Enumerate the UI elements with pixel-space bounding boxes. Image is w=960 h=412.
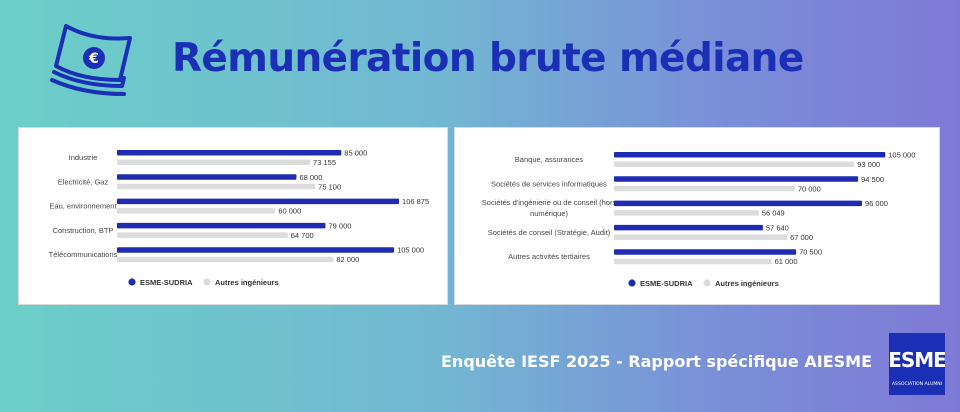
category-label: numérique) xyxy=(530,209,568,218)
legend-label: ESME-SUDRIA xyxy=(640,279,693,288)
data-label: 105 000 xyxy=(397,246,424,255)
bar-esme-sudria xyxy=(614,176,859,182)
category-label: Télécommunications xyxy=(49,250,118,259)
bar-autres-ingenieurs xyxy=(117,208,276,214)
category-label: Industrie xyxy=(69,153,98,162)
data-label: 93 000 xyxy=(857,160,880,169)
data-label: 57 640 xyxy=(766,223,789,232)
money-icon: € xyxy=(50,24,132,96)
data-label: 61 000 xyxy=(775,257,798,266)
chart-panel-left: Industrie 85 000 73 155 Electricité, Gaz 68 … xyxy=(18,127,448,305)
category-label: Sociétés de conseil (Stratégie, Audit) xyxy=(488,228,611,237)
data-label: 79 000 xyxy=(328,221,351,230)
bar-esme-sudria xyxy=(614,152,886,158)
category-label: Sociétés d'ingénierie ou de conseil (hor… xyxy=(482,198,617,207)
category-label: Construction, BTP xyxy=(53,226,114,235)
svg-text:€: € xyxy=(88,51,99,67)
bar-esme-sudria xyxy=(614,200,862,207)
bar-autres-ingenieurs xyxy=(117,183,316,190)
bar-autres-ingenieurs xyxy=(117,256,334,263)
bar-autres-ingenieurs xyxy=(614,234,788,240)
bar-esme-sudria xyxy=(614,224,763,231)
page-title: Rémunération brute médiane xyxy=(172,36,804,81)
bar-autres-ingenieurs xyxy=(614,161,855,167)
data-label: 85 000 xyxy=(344,148,367,157)
data-label: 70 500 xyxy=(799,248,822,257)
bar-autres-ingenieurs xyxy=(117,159,311,165)
data-label: 73 155 xyxy=(313,158,336,167)
chart-panel-right: Banque, assurances 105 000 93 000 Sociétés … xyxy=(454,127,940,305)
data-label: 106 875 xyxy=(402,197,429,206)
logo-subtext: ASSOCIATION ALUMNI xyxy=(892,381,942,387)
bar-autres-ingenieurs xyxy=(614,185,795,192)
bar-esme-sudria xyxy=(117,174,297,180)
data-label: 64 700 xyxy=(291,231,314,240)
bar-esme-sudria xyxy=(117,247,395,253)
legend-label: Autres ingénieurs xyxy=(715,279,779,288)
category-label: Banque, assurances xyxy=(515,155,584,164)
chart-sectors-services: Banque, assurances 105 000 93 000 Sociétés … xyxy=(482,150,916,288)
category-label: Eau, environnement xyxy=(49,202,117,211)
data-label: 60 000 xyxy=(278,207,301,216)
data-label: 56 049 xyxy=(762,209,785,218)
bar-autres-ingenieurs xyxy=(614,210,759,216)
bar-autres-ingenieurs xyxy=(614,258,772,265)
data-label: 105 000 xyxy=(888,150,915,159)
data-label: 82 000 xyxy=(336,255,359,264)
chart-sectors-industry: Industrie 85 000 73 155 Electricité, Gaz 68 … xyxy=(49,148,430,287)
bar-esme-sudria xyxy=(117,222,326,229)
bar-esme-sudria xyxy=(117,198,400,205)
legend-label: ESME-SUDRIA xyxy=(140,278,193,287)
bar-autres-ingenieurs xyxy=(117,232,288,238)
legend-marker-autres xyxy=(203,278,211,286)
data-label: 67 000 xyxy=(790,233,813,242)
legend-label: Autres ingénieurs xyxy=(215,278,279,287)
footer-survey-title: Enquête IESF 2025 - Rapport spécifique A… xyxy=(441,352,872,371)
logo-text: ESME xyxy=(889,348,945,372)
data-label: 70 000 xyxy=(798,184,821,193)
data-label: 94 500 xyxy=(861,175,884,184)
bar-esme-sudria xyxy=(614,249,797,255)
legend-marker-esme xyxy=(628,279,636,287)
data-label: 96 000 xyxy=(865,199,888,208)
esme-logo: ESME ASSOCIATION ALUMNI xyxy=(889,333,945,395)
category-label: Electricité, Gaz xyxy=(58,177,109,186)
data-label: 68 000 xyxy=(299,173,322,182)
legend-marker-esme xyxy=(128,278,136,286)
legend-marker-autres xyxy=(703,279,711,287)
bar-esme-sudria xyxy=(117,150,342,156)
category-label: Autres activités tertiaires xyxy=(508,252,590,261)
euro-coin-icon xyxy=(83,47,105,69)
category-label: Sociétés de services informatiques xyxy=(491,179,607,188)
data-label: 75 100 xyxy=(318,182,341,191)
